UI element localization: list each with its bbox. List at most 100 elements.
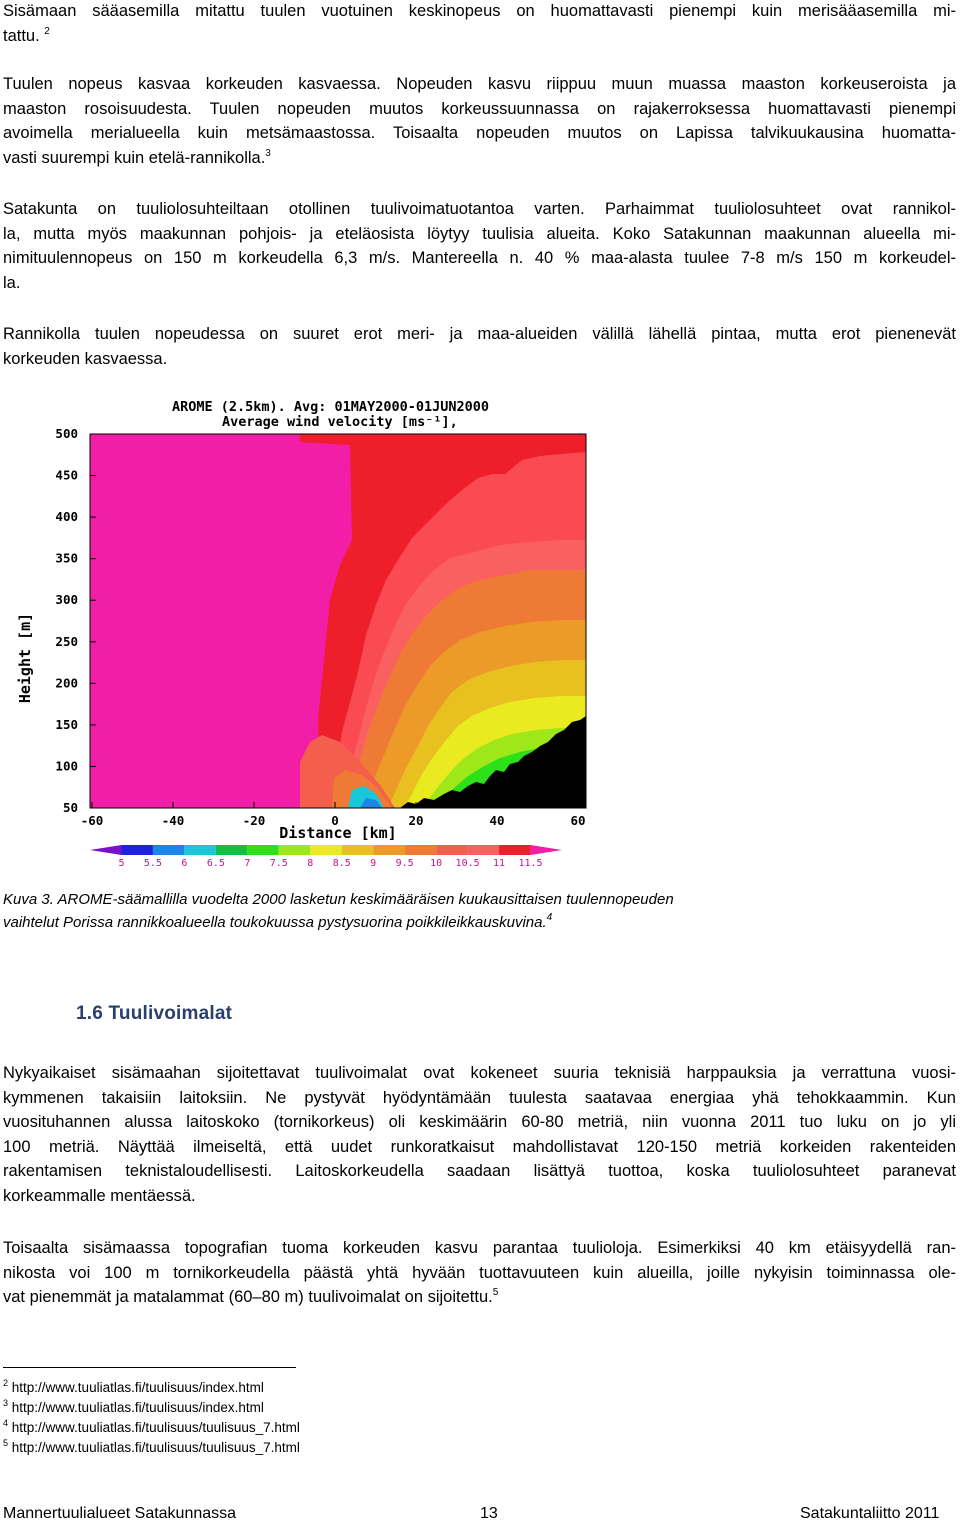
paragraph-line: Rannikolla tuulen nopeudessa on suuret e… <box>3 325 956 343</box>
colorbar-swatch <box>121 845 153 855</box>
x-axis: -60 -40 -20 0 20 40 60 <box>81 802 586 828</box>
footnote-item: 4 http://www.tuuliatlas.fi/tuulisuus/tuu… <box>3 1418 300 1436</box>
figure-title: AROME (2.5km). Avg: 01MAY2000-01JUN2000 <box>172 399 489 415</box>
footnote-ref[interactable]: 5 <box>492 1287 499 1298</box>
wind-velocity-figure: AROME (2.5km). Avg: 01MAY2000-01JUN2000 … <box>0 390 600 869</box>
paragraph-line: maaston rosoisuudesta. Tuulen nopeuden m… <box>3 99 956 118</box>
footnote-item: 2 http://www.tuuliatlas.fi/tuulisuus/ind… <box>3 1378 264 1396</box>
paragraph-line: Nykyaikaiset sisämaahan sijoitettavat tu… <box>3 1064 956 1082</box>
footnote-link[interactable]: http://www.tuuliatlas.fi/tuulisuus/index… <box>11 1380 264 1395</box>
x-tick-label: 0 <box>331 813 339 828</box>
paragraph-3: Satakunta on tuuliolosuhteiltaan otollin… <box>3 197 956 295</box>
colorbar-tick-label: 5.5 <box>144 858 162 868</box>
footnote-separator <box>3 1367 296 1368</box>
paragraph-line: la, mutta myös maakunnan pohjois- ja ete… <box>3 224 956 243</box>
y-tick-label: 150 <box>55 717 78 732</box>
y-tick-label: 250 <box>55 634 78 649</box>
footnote-item: 5 http://www.tuuliatlas.fi/tuulisuus/tuu… <box>3 1438 300 1456</box>
paragraph-5: Nykyaikaiset sisämaahan sijoitettavat tu… <box>3 1061 956 1208</box>
terrain-silhouette <box>400 716 586 808</box>
colorbar-swatch <box>247 845 279 855</box>
x-axis-label: Distance [km] <box>279 824 396 842</box>
footnote-link[interactable]: http://www.tuuliatlas.fi/tuulisuus/tuuli… <box>11 1420 300 1435</box>
paragraph-6: Toisaalta sisämaassa topografian tuoma k… <box>3 1236 956 1310</box>
colorbar-tick-label: 6.5 <box>207 858 225 868</box>
colorbar-swatch <box>499 845 531 855</box>
y-tick-label: 100 <box>55 758 78 773</box>
paragraph-line: nikosta voi 100 m tornikorkeudella pääst… <box>3 1263 956 1282</box>
x-tick-label: 60 <box>570 813 585 828</box>
paragraph-line: Satakunta on tuuliolosuhteiltaan otollin… <box>3 200 956 218</box>
footnote-item: 3 http://www.tuuliatlas.fi/tuulisuus/ind… <box>3 1398 264 1416</box>
colorbar-tick-label: 5 <box>118 858 124 868</box>
y-axis: 500 450 400 350 300 250 200 150 100 50 <box>55 426 96 815</box>
colorbar-tick-label: 10.5 <box>456 858 480 868</box>
page-number: 13 <box>480 1505 498 1522</box>
y-tick-label: 500 <box>55 426 78 441</box>
colorbar-swatch <box>373 845 405 855</box>
paragraph-line: Sisämaan sääasemilla mitattu tuulen vuot… <box>3 2 956 20</box>
colorbar-swatch <box>341 845 374 855</box>
y-tick-label: 50 <box>63 800 78 815</box>
colorbar-tick-label: 8 <box>307 858 313 868</box>
paragraph-line: korkeuden kasvaessa. <box>3 349 168 368</box>
colorbar-tick-label: 9.5 <box>396 858 414 868</box>
colorbar-swatch <box>530 845 562 855</box>
colorbar-tick-label: 7 <box>244 858 250 868</box>
colorbar-tick-label: 8.5 <box>333 858 351 868</box>
colorbar-tick-label: 11.5 <box>518 858 542 868</box>
contour-field <box>90 434 586 808</box>
paragraph-line: 100 metriä. Näyttää ilmeiseltä, että uud… <box>3 1137 956 1156</box>
paragraph-line: vasti suurempi kuin etelä-rannikolla.3 <box>3 147 271 167</box>
footer-right: Satakuntaliitto 2011 <box>800 1505 940 1522</box>
y-tick-label: 350 <box>55 551 78 566</box>
paragraph-line: korkeammalle mentäessä. <box>3 1186 196 1205</box>
section-heading: 1.6 Tuulivoimalat <box>76 1003 233 1024</box>
paragraph-1: Sisämaan sääasemilla mitattu tuulen vuot… <box>3 0 956 48</box>
paragraph-2: Tuulen nopeus kasvaa korkeuden kasvaessa… <box>3 72 956 170</box>
colorbar-tick-label: 9 <box>370 858 376 868</box>
colorbar-swatch <box>215 845 248 855</box>
footnote-link[interactable]: http://www.tuuliatlas.fi/tuulisuus/index… <box>11 1400 264 1415</box>
colorbar: 5 5.5 6 6.5 7 7.5 8 8.5 9 9.5 10 10.5 11 11.5 <box>90 845 562 869</box>
y-tick-label: 300 <box>55 592 78 607</box>
colorbar-swatch <box>278 845 311 855</box>
figure-subtitle: Average wind velocity [ms⁻¹], <box>222 414 458 430</box>
footnote-link[interactable]: http://www.tuuliatlas.fi/tuulisuus/tuuli… <box>11 1440 300 1455</box>
figure-caption: Kuva 3. AROME-säämallilla vuodelta 2000 … <box>3 888 903 934</box>
y-tick-label: 400 <box>55 509 78 524</box>
colorbar-swatch <box>404 845 437 855</box>
colorbar-swatch <box>184 845 216 855</box>
paragraph-line: Tuulen nopeus kasvaa korkeuden kasvaessa… <box>3 75 956 93</box>
colorbar-tick-label: 7.5 <box>270 858 288 868</box>
paragraph-line: avoimella merialueella kuin metsämaastos… <box>3 124 956 142</box>
paragraph-line: Toisaalta sisämaassa topografian tuoma k… <box>3 1239 956 1257</box>
paragraph-line: vuosituhannen alussa laitoskoko (torniko… <box>3 1113 956 1131</box>
y-axis-label: Height [m] <box>16 613 34 703</box>
y-tick-label: 450 <box>55 468 78 483</box>
x-tick-label: 20 <box>408 813 423 828</box>
caption-line: vaihtelut Porissa rannikkoalueella touko… <box>3 912 553 932</box>
paragraph-line: nimituulennopeus on 150 m korkeudella 6,… <box>3 249 956 267</box>
colorbar-tick-label: 11 <box>493 858 505 868</box>
x-tick-label: 40 <box>489 813 504 828</box>
x-tick-label: -60 <box>81 813 104 828</box>
paragraph-line: vat pienemmät ja matalammat (60–80 m) tu… <box>3 1287 499 1307</box>
wind-cross-section-plot: AROME (2.5km). Avg: 01MAY2000-01JUN2000 … <box>16 399 587 869</box>
colorbar-tick-label: 6 <box>181 858 187 868</box>
paragraph-line: kymmenen takaisiin laitoksiin. Ne pystyv… <box>3 1088 956 1107</box>
paragraph-line: tattu. 2 <box>3 25 50 45</box>
colorbar-swatch <box>152 845 185 855</box>
x-tick-label: -20 <box>243 813 266 828</box>
colorbar-swatch <box>436 845 468 855</box>
caption-line: Kuva 3. AROME-säämallilla vuodelta 2000 … <box>3 891 674 908</box>
paragraph-line: la. <box>3 273 21 292</box>
footnote-ref[interactable]: 3 <box>265 147 271 159</box>
colorbar-swatch <box>467 845 500 855</box>
footnote-ref[interactable]: 4 <box>546 912 553 923</box>
plot-frame <box>89 433 587 809</box>
footnote-ref[interactable]: 2 <box>44 25 50 37</box>
colorbar-swatch <box>310 845 342 855</box>
paragraph-4: Rannikolla tuulen nopeudessa on suuret e… <box>3 322 956 371</box>
colorbar-tick-label: 10 <box>430 858 442 868</box>
